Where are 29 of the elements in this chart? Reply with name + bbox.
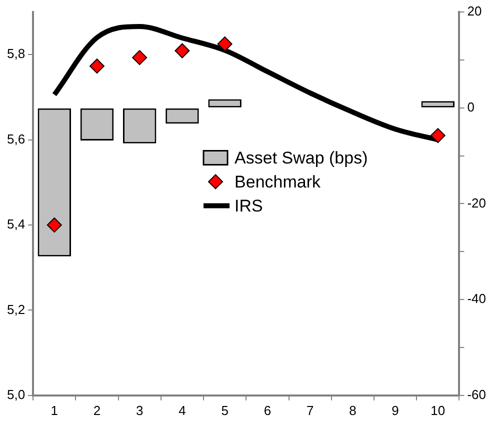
y-tick-label: 5,8: [6, 46, 26, 62]
point: [132, 50, 148, 66]
legend-label: IRS: [234, 196, 263, 216]
y2-tick-label: -60: [467, 386, 486, 402]
x-tick-label: 7: [306, 402, 314, 418]
x-tick-label: 6: [264, 402, 272, 418]
x-tick-label: 5: [221, 402, 228, 418]
y-tick-label: 5,0: [6, 386, 26, 402]
point: [217, 36, 232, 52]
y-tick-label: 5,2: [6, 302, 26, 317]
x-tick-label: 8: [349, 402, 356, 418]
point: [174, 43, 190, 58]
y-tick-label: 5,6: [6, 131, 26, 146]
point: [46, 218, 62, 232]
y2-tick-label: 0: [467, 99, 474, 114]
x-tick-label: 4: [178, 402, 186, 418]
x-tick-label: 2: [93, 402, 101, 418]
legend-label: Benchmark: [234, 172, 322, 192]
y-tick-label: 5,4: [6, 216, 26, 232]
y2-tick-label: 20: [467, 4, 482, 19]
y2-tick-label: -20: [467, 195, 486, 210]
y2-tick-label: -40: [467, 291, 486, 306]
point: [430, 128, 446, 144]
x-tick-label: 1: [50, 402, 58, 418]
point: [89, 58, 104, 74]
legend-label: Asset Swap (bps): [234, 148, 368, 168]
x-tick-label: 3: [136, 402, 144, 418]
x-tick-label: 10: [430, 402, 446, 418]
x-tick-label: 9: [392, 402, 399, 418]
